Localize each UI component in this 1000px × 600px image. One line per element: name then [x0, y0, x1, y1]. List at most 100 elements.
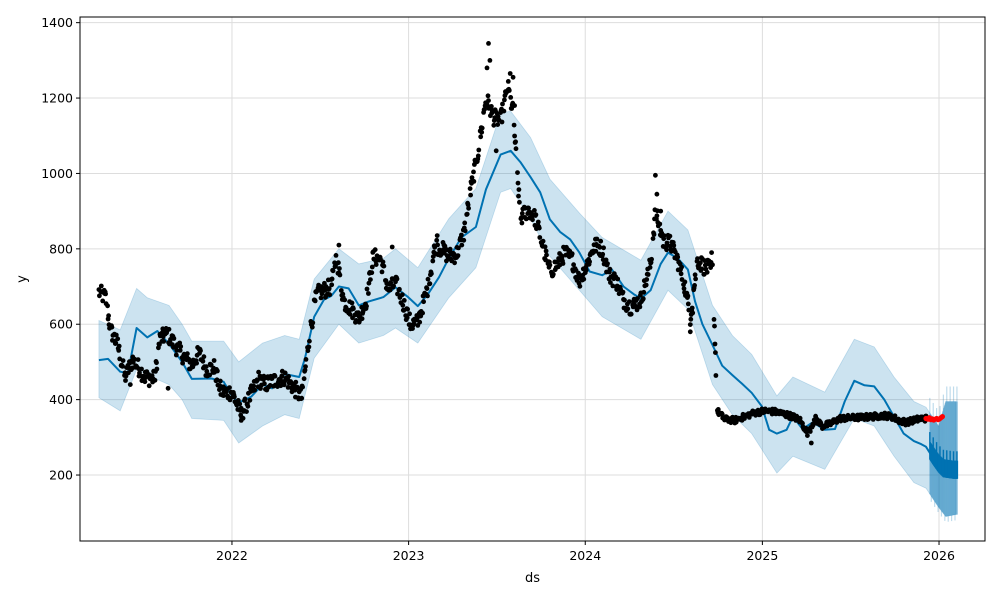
observed-point — [452, 260, 457, 266]
observed-point — [178, 344, 184, 349]
observed-point — [180, 360, 186, 366]
observed-point — [123, 378, 128, 383]
plot-frame — [79, 16, 986, 542]
observed-point — [692, 272, 698, 278]
observed-point — [643, 282, 649, 288]
observed-point — [653, 172, 658, 178]
observed-point — [530, 217, 535, 223]
observed-point — [605, 261, 610, 266]
y-tick-label: 1200 — [41, 91, 73, 106]
observed-point — [515, 170, 520, 176]
observed-point — [177, 348, 183, 353]
observed-point — [310, 320, 316, 326]
x-axis-ticks: 2022 2023 2024 2025 2026 — [216, 541, 955, 563]
observed-point — [640, 296, 646, 302]
observed-point — [540, 238, 546, 244]
observed-point — [469, 175, 475, 181]
observed-point — [628, 311, 634, 317]
observed-point — [600, 251, 606, 257]
observed-point — [712, 341, 718, 347]
plot-area — [79, 16, 986, 542]
observed-point — [306, 344, 312, 350]
observed-point — [515, 180, 521, 186]
observed-point — [698, 260, 703, 266]
observed-point — [657, 221, 663, 227]
observed-point — [807, 429, 813, 434]
observed-point — [692, 283, 697, 288]
observed-point — [581, 276, 587, 282]
observed-point — [161, 339, 167, 344]
observed-point — [97, 293, 102, 299]
observed-point — [536, 225, 542, 231]
observed-point — [366, 280, 372, 286]
observed-point — [279, 373, 285, 379]
observed-point — [502, 97, 507, 103]
observed-point — [537, 235, 543, 240]
observed-point — [262, 381, 267, 387]
observed-points-layer — [96, 41, 929, 446]
observed-point — [544, 252, 549, 258]
observed-point — [113, 340, 119, 346]
observed-point — [713, 350, 718, 355]
observed-point — [330, 268, 336, 274]
observed-point — [603, 257, 609, 263]
x-axis-label: ds — [525, 571, 540, 586]
observed-point — [245, 403, 251, 409]
x-tick-label: 2024 — [569, 548, 601, 563]
observed-point — [587, 259, 592, 265]
observed-point — [475, 153, 481, 159]
observed-point — [301, 376, 307, 382]
observed-point — [645, 272, 651, 277]
observed-point — [704, 269, 710, 275]
observed-point — [127, 382, 133, 387]
observed-point — [420, 310, 425, 316]
observed-point — [512, 133, 517, 139]
observed-point — [434, 233, 440, 239]
observed-point — [486, 41, 491, 46]
observed-point — [547, 262, 553, 268]
observed-point — [649, 256, 654, 262]
observed-point — [381, 263, 387, 269]
observed-point — [401, 298, 407, 303]
observed-point — [491, 122, 497, 128]
observed-point — [487, 58, 493, 63]
observed-point — [507, 71, 513, 76]
observed-point — [247, 397, 253, 403]
observed-point — [327, 292, 333, 298]
observed-point — [372, 247, 378, 253]
observed-point — [892, 413, 898, 419]
observed-point — [200, 358, 206, 364]
observed-point — [495, 114, 501, 119]
observed-point — [303, 357, 309, 362]
observed-point — [501, 108, 507, 114]
observed-point — [516, 193, 521, 199]
observed-point — [637, 304, 643, 310]
observed-point — [462, 228, 468, 234]
observed-point — [500, 101, 505, 107]
observed-point — [322, 288, 328, 293]
observed-point — [326, 286, 332, 291]
observed-point — [465, 202, 471, 208]
observed-point — [282, 370, 288, 376]
observed-point — [421, 299, 426, 305]
observed-point — [526, 205, 531, 211]
observed-point — [116, 348, 122, 353]
x-tick-label: 2022 — [216, 548, 248, 563]
observed-point — [329, 276, 335, 282]
observed-point — [166, 326, 172, 332]
observed-point — [329, 282, 335, 288]
y-tick-label: 200 — [49, 468, 73, 483]
observed-point — [651, 232, 657, 237]
observed-point — [98, 283, 104, 289]
observed-point — [369, 270, 375, 276]
observed-point — [115, 336, 121, 342]
observed-point — [368, 277, 373, 282]
observed-point — [607, 266, 613, 272]
observed-point — [513, 139, 518, 145]
observed-point — [464, 211, 470, 217]
observed-point — [583, 267, 589, 273]
observed-point — [471, 169, 476, 175]
observed-point — [232, 394, 237, 400]
observed-point — [486, 98, 491, 103]
observed-point — [479, 129, 485, 135]
